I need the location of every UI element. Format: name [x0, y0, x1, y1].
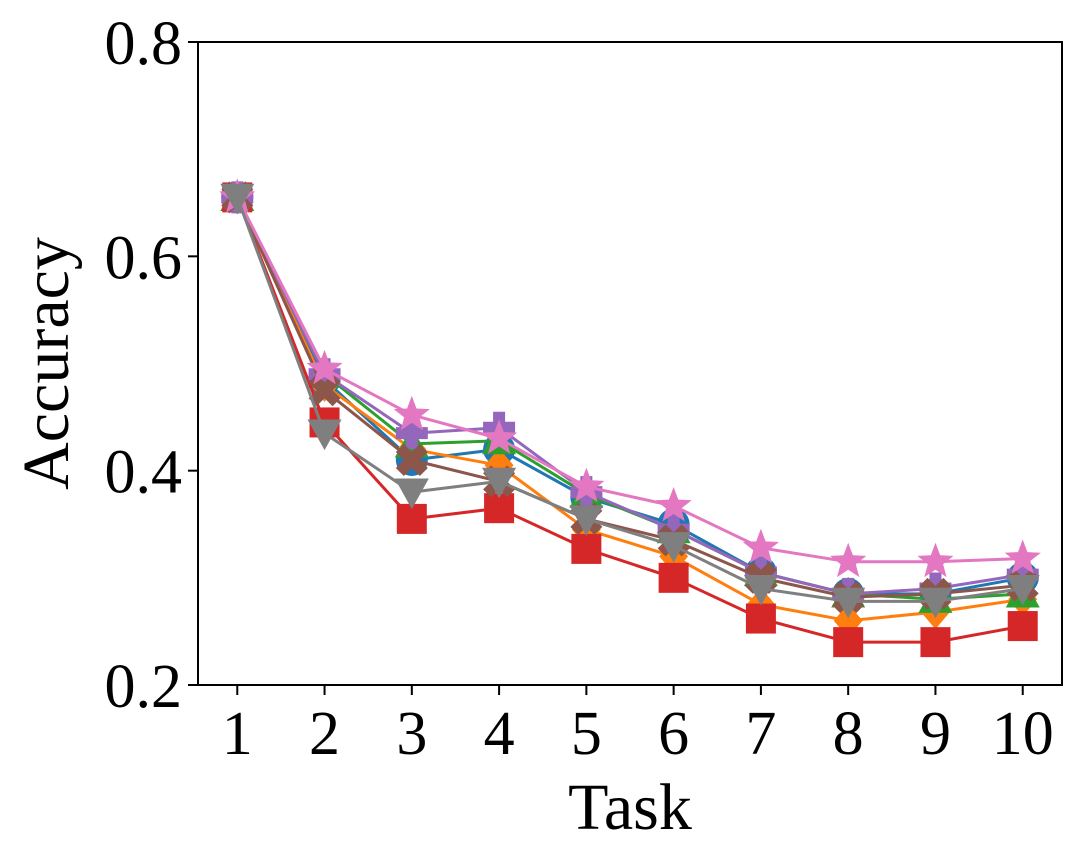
y-axis: 0.2 0.4 0.6 0.8: [105, 10, 198, 721]
data-point: [220, 183, 255, 215]
data-point: [656, 532, 691, 563]
y-axis-title: Accuracy: [10, 237, 83, 490]
series-8: [220, 183, 1040, 619]
x-tick-label: 2: [309, 700, 340, 768]
x-tick-label: 4: [484, 700, 515, 768]
x-tick-label: 7: [745, 700, 776, 768]
x-tick-label: 8: [833, 700, 864, 768]
plot-area: [219, 178, 1041, 658]
series-line: [235, 196, 1023, 603]
data-point: [393, 395, 430, 431]
series-line: [235, 196, 1023, 596]
data-point: [306, 349, 343, 385]
x-tick-label: 9: [920, 700, 951, 768]
data-point: [658, 562, 689, 593]
data-point: [482, 467, 517, 499]
data-point: [481, 419, 518, 454]
data-point: [833, 603, 863, 638]
data-point: [1004, 539, 1041, 574]
data-point: [743, 574, 778, 606]
data-point: [307, 419, 342, 451]
data-point: [569, 505, 604, 536]
data-point: [395, 417, 428, 450]
data-point: [745, 603, 776, 634]
data-point: [918, 587, 953, 619]
series-line: [235, 196, 1023, 623]
data-point: [394, 478, 429, 510]
x-tick-label: 3: [396, 700, 427, 768]
series-line: [235, 196, 1023, 644]
data-point: [657, 513, 690, 546]
x-tick-label: 1: [222, 700, 253, 768]
axes-frame: [197, 41, 1063, 686]
x-tick-label: 5: [571, 700, 602, 768]
y-tick-label: 0.6: [105, 224, 183, 292]
x-axis: 1 2 3 4 5 6 7 8 9 10: [222, 685, 1054, 768]
data-point: [920, 627, 951, 658]
data-point: [395, 443, 428, 476]
data-point: [1007, 611, 1038, 642]
series-line: [235, 196, 1023, 601]
data-point: [1006, 558, 1039, 591]
data-point: [571, 533, 602, 564]
data-point: [1005, 574, 1040, 606]
y-tick-label: 0.4: [105, 439, 183, 507]
data-point: [742, 528, 779, 564]
data-point: [655, 487, 692, 522]
series-line: [235, 196, 1023, 564]
data-point: [831, 587, 866, 619]
y-tick-label: 0.2: [105, 653, 183, 721]
series-2: [222, 180, 1038, 638]
series-1: [221, 181, 1039, 610]
series-7: [219, 178, 1041, 578]
series-4: [222, 182, 1038, 658]
data-point: [917, 542, 954, 578]
y-tick-label: 0.8: [105, 10, 183, 78]
data-point: [568, 467, 605, 503]
data-point: [833, 627, 864, 658]
data-point: [308, 374, 341, 407]
x-tick-label: 6: [658, 700, 689, 768]
series-line: [235, 196, 1023, 599]
data-point: [830, 542, 867, 578]
x-axis-title: Task: [568, 771, 692, 844]
x-tick-label: 10: [992, 700, 1054, 768]
